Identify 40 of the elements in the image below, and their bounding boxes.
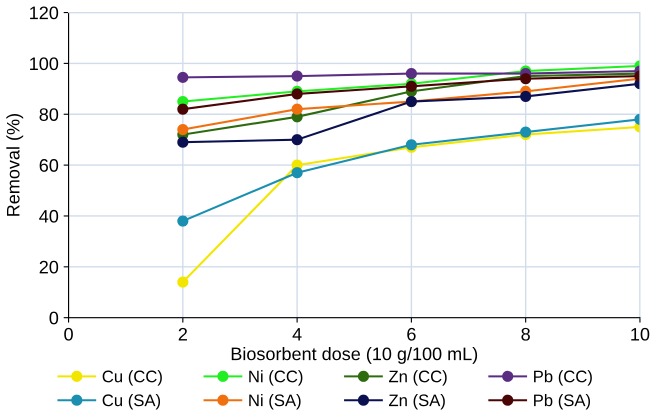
- y-tick-label: 120: [30, 6, 58, 20]
- legend-label: Pb (SA): [534, 394, 590, 410]
- x-tick-label: 6: [407, 328, 416, 341]
- x-tick-label: 0: [64, 328, 73, 341]
- point: [292, 88, 303, 100]
- point: [177, 124, 188, 136]
- point: [520, 90, 532, 102]
- y-tick-label: 60: [40, 159, 58, 172]
- x-tick-label: 10: [631, 328, 650, 341]
- y-axis-title: Removal (%): [6, 114, 24, 216]
- legend-label: Cu (CC): [102, 370, 162, 386]
- x-tick-label: 2: [178, 328, 187, 340]
- y-tick-label: 0: [50, 312, 58, 324]
- point: [177, 72, 188, 83]
- point: [520, 73, 532, 84]
- point: [406, 80, 417, 92]
- x-tick-label: 8: [521, 328, 530, 341]
- legend-label: Ni (SA): [249, 394, 301, 410]
- point: [292, 70, 303, 82]
- y-tick-label: 80: [40, 108, 58, 121]
- point: [177, 136, 188, 148]
- point: [406, 139, 417, 150]
- point: [406, 68, 417, 80]
- x-tick-label: 4: [292, 328, 302, 340]
- point: [520, 126, 532, 138]
- x-axis-title: Biosorbent dose (10 g/100 mL): [232, 347, 478, 364]
- y-tick-label: 40: [39, 210, 58, 223]
- point: [177, 215, 188, 227]
- legend-label: Cu (SA): [102, 394, 160, 410]
- point: [292, 134, 303, 146]
- point: [292, 104, 303, 115]
- legend-label: Ni (CC): [249, 370, 302, 386]
- point: [177, 104, 188, 115]
- legend-label: Zn (SA): [388, 394, 445, 410]
- point: [177, 276, 188, 288]
- y-tick-label: 100: [30, 57, 58, 70]
- legend-label: Zn (CC): [388, 370, 447, 386]
- legend-label: Pb (CC): [534, 370, 592, 386]
- y-tick-label: 20: [40, 260, 58, 274]
- point: [292, 167, 303, 178]
